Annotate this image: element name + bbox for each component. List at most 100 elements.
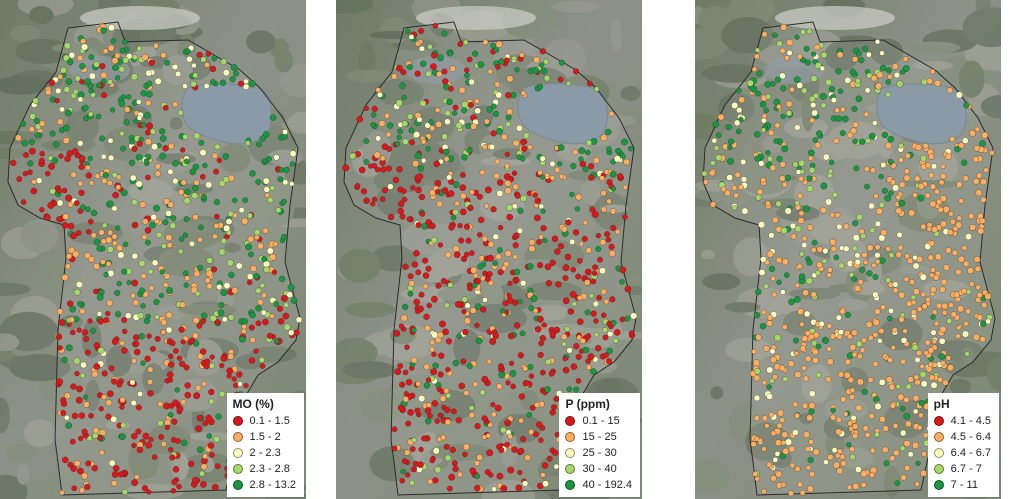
sample-point xyxy=(513,232,520,239)
sample-point xyxy=(513,277,520,284)
sample-point xyxy=(591,210,599,219)
sample-point xyxy=(816,261,823,269)
sample-point xyxy=(543,58,550,65)
sample-point xyxy=(600,206,607,213)
sample-point xyxy=(925,162,932,169)
sample-point xyxy=(895,383,901,390)
sample-point xyxy=(99,62,106,70)
sample-point xyxy=(931,309,938,315)
sample-point xyxy=(544,263,552,271)
sample-point xyxy=(107,78,114,85)
sample-point xyxy=(147,366,154,373)
sample-point xyxy=(771,374,778,381)
sample-point xyxy=(466,146,473,154)
sample-point xyxy=(391,445,398,452)
sample-point xyxy=(981,131,989,139)
sample-point xyxy=(255,178,262,185)
sample-point xyxy=(223,224,231,232)
sample-point xyxy=(246,212,253,219)
sample-point xyxy=(87,111,94,117)
sample-point xyxy=(106,390,114,398)
sample-point xyxy=(290,297,298,305)
sample-point xyxy=(169,454,176,461)
sample-point xyxy=(282,128,289,135)
sample-point xyxy=(878,201,885,208)
sample-point xyxy=(394,368,402,376)
sample-point xyxy=(741,207,749,215)
sample-point xyxy=(182,232,189,238)
sample-point xyxy=(968,281,975,287)
sample-point xyxy=(558,173,565,180)
sample-point xyxy=(549,174,556,181)
sample-point xyxy=(75,396,83,404)
sample-point xyxy=(57,345,63,351)
sample-point xyxy=(198,139,205,146)
sample-point xyxy=(87,318,93,324)
sample-point xyxy=(856,50,862,57)
sample-point xyxy=(363,105,370,112)
sample-point xyxy=(537,83,544,90)
sample-point xyxy=(712,121,720,128)
sample-point xyxy=(137,391,143,397)
sample-point xyxy=(863,259,869,266)
sample-point xyxy=(76,54,84,62)
sample-point xyxy=(126,94,132,100)
sample-point xyxy=(808,390,816,398)
sample-point xyxy=(452,181,460,188)
sample-point xyxy=(969,223,977,231)
sample-point xyxy=(907,451,914,458)
sample-point xyxy=(288,329,295,336)
sample-point xyxy=(849,446,856,453)
sample-point xyxy=(144,239,151,246)
sample-point xyxy=(863,111,870,118)
sample-point xyxy=(374,166,381,173)
sample-point xyxy=(111,172,118,178)
sample-point xyxy=(136,446,144,454)
sample-point xyxy=(837,88,844,95)
sample-point xyxy=(540,224,547,232)
sample-point xyxy=(839,308,846,315)
sample-point xyxy=(780,227,788,234)
sample-point xyxy=(492,110,500,118)
sample-point xyxy=(866,51,872,58)
sample-point xyxy=(604,128,612,136)
sample-point xyxy=(434,107,441,114)
sample-point xyxy=(429,63,437,71)
sample-point xyxy=(59,489,65,496)
sample-point xyxy=(71,148,79,155)
sample-point xyxy=(425,265,432,272)
sample-point xyxy=(502,300,509,307)
sample-point xyxy=(756,188,764,196)
sample-point xyxy=(751,66,758,73)
sample-point xyxy=(584,279,591,286)
sample-point xyxy=(141,485,149,492)
sample-point xyxy=(797,308,804,315)
sample-point xyxy=(879,64,887,72)
sample-point xyxy=(517,352,524,359)
sample-point xyxy=(619,316,626,323)
sample-point xyxy=(101,177,108,185)
sample-point xyxy=(607,330,614,338)
sample-point xyxy=(241,323,248,330)
sample-point xyxy=(115,225,121,231)
legend-label: 2.8 - 13.2 xyxy=(249,479,296,491)
sample-point xyxy=(159,128,166,135)
sample-point xyxy=(604,231,611,238)
sample-point xyxy=(375,135,382,142)
sample-point xyxy=(753,131,761,138)
sample-point xyxy=(498,447,505,454)
sample-point xyxy=(407,113,414,120)
sample-point xyxy=(477,263,484,270)
sample-point xyxy=(622,214,628,220)
sample-point xyxy=(888,383,896,391)
legend-swatch xyxy=(232,432,243,442)
sample-point xyxy=(801,87,808,94)
sample-point xyxy=(491,103,497,109)
sample-point xyxy=(200,56,207,63)
sample-point xyxy=(792,337,800,344)
sample-point xyxy=(827,267,833,273)
sample-point xyxy=(962,137,969,144)
sample-point xyxy=(78,189,85,197)
sample-point xyxy=(87,155,93,162)
sample-point xyxy=(917,194,925,202)
